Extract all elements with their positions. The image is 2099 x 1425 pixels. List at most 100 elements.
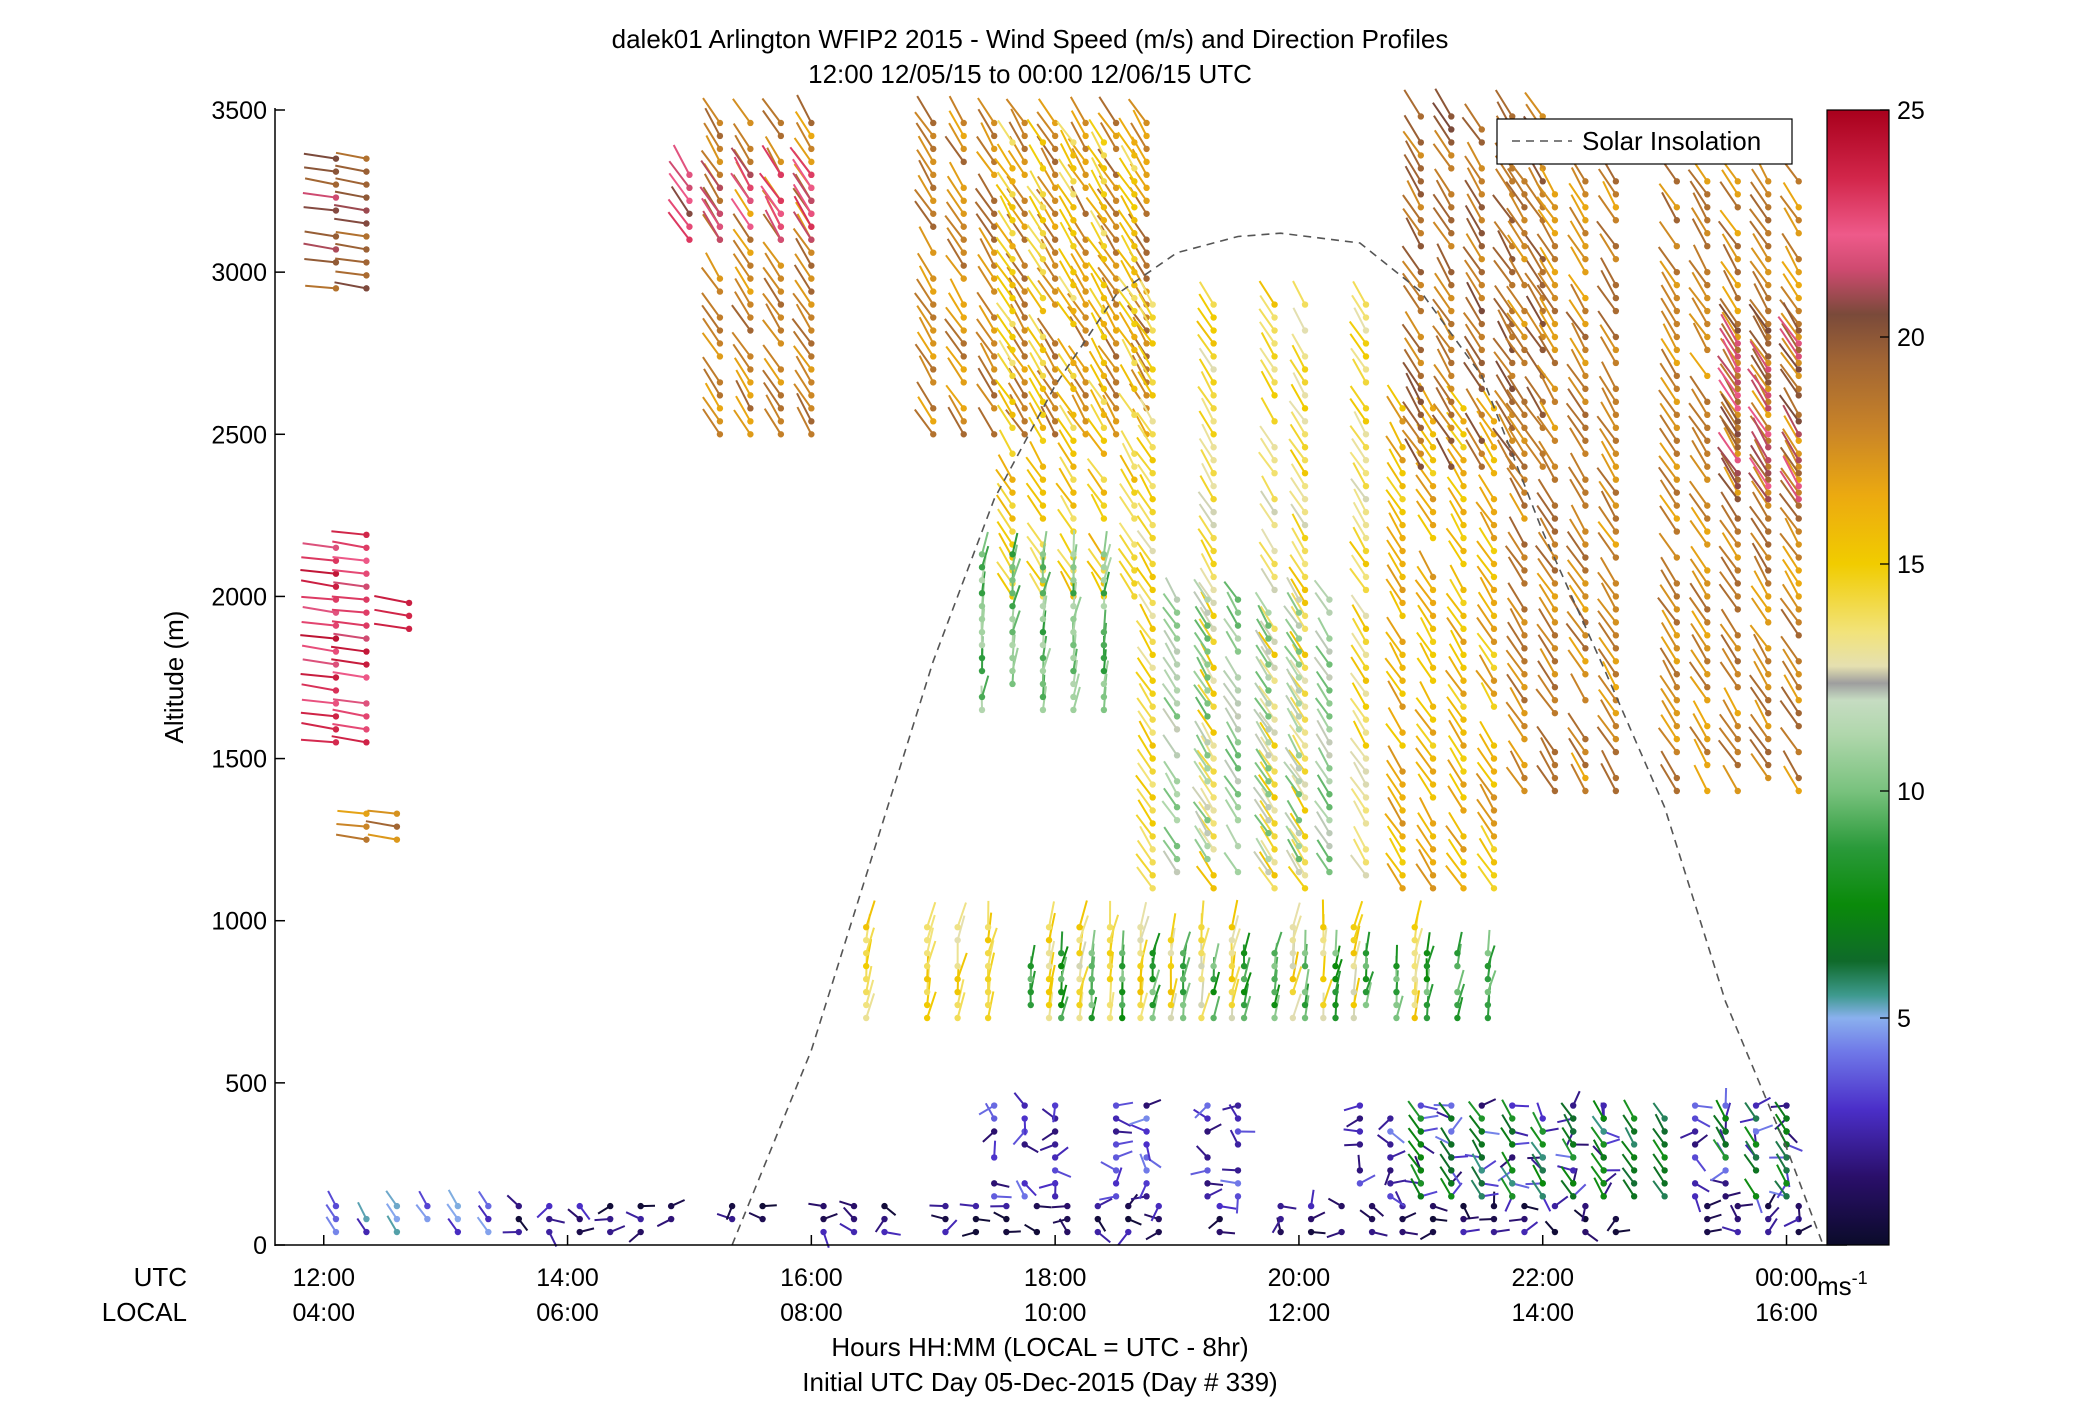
wind-barb-point bbox=[1795, 671, 1802, 678]
wind-barb bbox=[917, 396, 935, 422]
wind-barb bbox=[1258, 711, 1276, 734]
wind-barb-point bbox=[930, 405, 937, 412]
wind-barb-point bbox=[1630, 1128, 1638, 1135]
wind-barb-point bbox=[1490, 768, 1498, 775]
wind-barb-point bbox=[777, 431, 785, 438]
wind-barb-point bbox=[1210, 521, 1217, 529]
wind-barb-point bbox=[1612, 787, 1620, 795]
wind-barb-point bbox=[747, 379, 754, 386]
wind-barb-point bbox=[1521, 684, 1528, 691]
wind-barb-point bbox=[1271, 457, 1278, 464]
wind-barb-point bbox=[1009, 628, 1016, 636]
wind-barb-point bbox=[930, 249, 937, 256]
wind-barb bbox=[1440, 1127, 1453, 1145]
wind-barb bbox=[1523, 428, 1544, 455]
wind-barb bbox=[1200, 539, 1215, 565]
wind-barb bbox=[332, 569, 367, 575]
wind-barb bbox=[1403, 89, 1422, 118]
wind-barb bbox=[1433, 375, 1453, 403]
wind-barb-point bbox=[1082, 288, 1089, 295]
wind-barb-point bbox=[1271, 379, 1278, 386]
wind-barb-point bbox=[1131, 593, 1138, 600]
wind-barb bbox=[1163, 629, 1178, 653]
wind-barb bbox=[1258, 280, 1276, 306]
wind-barb-point bbox=[1070, 602, 1077, 610]
wind-barb bbox=[1715, 1099, 1727, 1119]
wind-barb-point bbox=[1240, 1001, 1248, 1009]
wind-barb bbox=[1072, 530, 1076, 555]
wind-barb bbox=[1289, 659, 1306, 682]
wind-barb-point bbox=[332, 583, 340, 590]
wind-barb bbox=[1479, 576, 1495, 604]
wind-barb bbox=[1401, 429, 1422, 455]
wind-barb-point bbox=[1131, 178, 1138, 185]
wind-barb-point bbox=[1460, 846, 1467, 853]
wind-barb-point bbox=[1271, 353, 1278, 360]
wind-barb-point bbox=[1795, 482, 1802, 490]
wind-barb bbox=[1456, 931, 1463, 954]
wind-barb bbox=[1386, 395, 1404, 422]
wind-barb-point bbox=[1490, 534, 1498, 542]
wind-barb bbox=[1254, 629, 1270, 653]
x-axis-label: Hours HH:MM (LOCAL = UTC - 8hr) bbox=[831, 1332, 1248, 1362]
wind-barb-point bbox=[1362, 975, 1370, 983]
wind-barb-point bbox=[1070, 294, 1077, 302]
wind-barb bbox=[1784, 570, 1800, 597]
wind-barb-point bbox=[1704, 671, 1711, 678]
wind-barb-point bbox=[1673, 450, 1681, 457]
wind-barb bbox=[1315, 670, 1331, 692]
wind-barb bbox=[1101, 276, 1117, 306]
wind-barb-point bbox=[1417, 1141, 1425, 1148]
wind-barb bbox=[1198, 503, 1215, 526]
wind-barb-point bbox=[1143, 1115, 1150, 1122]
wind-barb-point bbox=[1795, 632, 1802, 639]
wind-barb-point bbox=[1234, 739, 1242, 746]
wind-barb-point bbox=[1131, 255, 1138, 263]
wind-barb bbox=[703, 173, 721, 202]
colorbar-unit-exp: -1 bbox=[1852, 1268, 1868, 1288]
wind-barb-point bbox=[1149, 716, 1156, 723]
wind-barb bbox=[792, 172, 813, 202]
wind-barb-point bbox=[930, 353, 937, 360]
wind-barb-point bbox=[1131, 580, 1138, 587]
wind-barb-point bbox=[332, 285, 340, 292]
wind-barb-point bbox=[1204, 609, 1211, 616]
wind-barb-point bbox=[1076, 1014, 1083, 1022]
wind-barb bbox=[1201, 722, 1215, 747]
wind-barb-point bbox=[1387, 1180, 1394, 1187]
wind-barb-point bbox=[1326, 816, 1333, 824]
wind-barb-point bbox=[1021, 171, 1028, 179]
wind-barb bbox=[956, 992, 966, 1019]
wind-barb-point bbox=[1039, 346, 1047, 354]
wind-barb-point bbox=[1478, 1180, 1485, 1187]
wind-barb-point bbox=[1399, 495, 1406, 503]
wind-barb bbox=[981, 675, 990, 698]
wind-barb bbox=[1719, 181, 1739, 208]
wind-barb bbox=[1568, 206, 1587, 234]
wind-barb-point bbox=[1204, 622, 1211, 629]
wind-barb-point bbox=[1600, 1193, 1607, 1200]
wind-barb-point bbox=[1021, 1180, 1028, 1187]
wind-barb bbox=[1596, 726, 1617, 753]
wind-barb-point bbox=[1051, 119, 1059, 127]
wind-barb bbox=[1600, 440, 1617, 468]
wind-barb bbox=[1090, 272, 1105, 299]
wind-barb bbox=[1476, 798, 1495, 825]
wind-barb-point bbox=[1551, 787, 1559, 795]
wind-barb-point bbox=[1429, 457, 1437, 464]
wind-barb bbox=[1201, 657, 1215, 682]
wind-barb bbox=[1198, 437, 1215, 461]
wind-barb-point bbox=[1795, 268, 1802, 276]
wind-barb-point bbox=[1088, 962, 1095, 970]
wind-barb-point bbox=[1460, 1215, 1467, 1223]
wind-barb bbox=[1099, 121, 1117, 150]
wind-barb-point bbox=[1582, 424, 1589, 431]
wind-barb bbox=[1436, 348, 1453, 377]
wind-barb-point bbox=[1094, 1215, 1102, 1223]
wind-barb-point bbox=[777, 366, 785, 373]
wind-barb bbox=[1070, 185, 1087, 215]
wind-barb bbox=[1600, 699, 1617, 727]
wind-barb bbox=[977, 355, 996, 383]
wind-barb bbox=[1444, 669, 1465, 695]
wind-barb-point bbox=[1795, 722, 1802, 730]
